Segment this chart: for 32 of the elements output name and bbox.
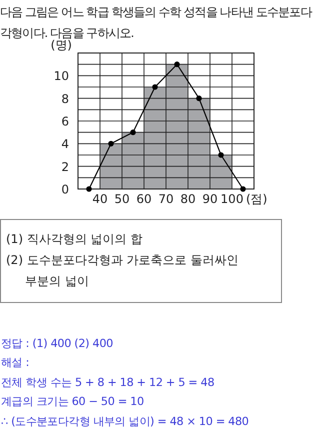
point bbox=[130, 130, 136, 136]
y-tick-label: 10 bbox=[54, 69, 69, 84]
text: 해설 : bbox=[1, 356, 30, 369]
point bbox=[218, 152, 224, 158]
point bbox=[174, 62, 180, 68]
y-tick-label: 0 bbox=[61, 182, 69, 196]
point bbox=[152, 84, 158, 90]
x-tick-label: 70 bbox=[158, 192, 174, 206]
x-tick-label: 100 bbox=[220, 192, 244, 206]
point bbox=[108, 140, 114, 146]
chart-title: 다음 그림은 어느 학급 학생들의 수학 성적을 나타낸 도수분포다각형이다. 다음을 구하시오. bbox=[0, 4, 313, 40]
text: 정답 : (1) 400 (2) 400 bbox=[1, 337, 114, 350]
x-tick-label: 90 bbox=[202, 192, 218, 206]
y-tick-label: 4 bbox=[61, 137, 69, 152]
x-tick-label: 80 bbox=[180, 192, 196, 206]
y-tick-label: 8 bbox=[61, 92, 69, 106]
text: 계급의 크기는 60 − 50 = 10 bbox=[1, 395, 144, 408]
y-tick-label: 2 bbox=[61, 160, 69, 174]
y-axis-title: (명) bbox=[50, 38, 72, 52]
point bbox=[196, 96, 202, 102]
point bbox=[86, 186, 92, 192]
text: 전체 학생 수는 5 + 8 + 18 + 12 + 5 = 48 bbox=[1, 376, 214, 389]
text: (1) 직사각형의 넓이의 합 bbox=[6, 232, 142, 246]
x-axis-title: (점) bbox=[246, 192, 268, 206]
text: ∴ (도수분포다각형 내부의 넓이) = 48 × 10 = 480 bbox=[1, 415, 249, 428]
text: 부분의 넓이 bbox=[25, 274, 89, 288]
point bbox=[240, 186, 246, 192]
y-tick-label: 6 bbox=[61, 114, 69, 128]
x-tick-label: 40 bbox=[92, 192, 108, 206]
x-tick-label: 60 bbox=[136, 192, 152, 206]
text: (2) 도수분포다각형과 가로축으로 둘러싸인 bbox=[6, 253, 238, 267]
x-tick-label: 50 bbox=[114, 192, 130, 206]
